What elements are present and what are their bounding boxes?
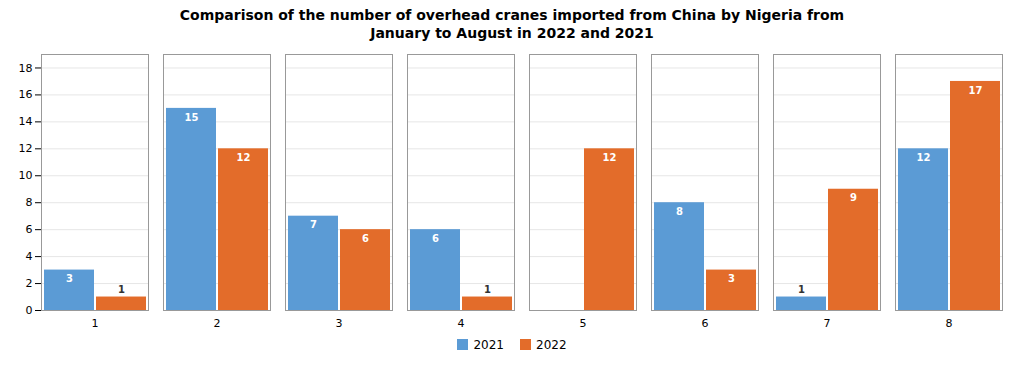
svg-text:8: 8 [676,206,683,217]
svg-text:3: 3 [336,317,343,330]
svg-text:3: 3 [66,273,73,284]
svg-text:15: 15 [185,112,199,123]
svg-text:8: 8 [26,196,33,209]
svg-text:0: 0 [26,304,33,317]
svg-text:14: 14 [19,115,33,128]
html-text:2022: 2022 [536,338,567,352]
svg-text:2: 2 [214,317,221,330]
svg-text:10: 10 [19,169,33,182]
html-text:Comparison of the number of ov: Comparison of the number of overhead cra… [179,7,845,41]
svg-text:12: 12 [19,142,33,155]
svg-text:6: 6 [702,317,709,330]
svg-text:1: 1 [798,284,805,295]
svg-text:9: 9 [850,192,857,203]
svg-text:16: 16 [19,88,33,101]
svg-text:12: 12 [237,152,251,163]
svg-text:4: 4 [458,317,465,330]
svg-text:17: 17 [969,85,983,96]
svg-text:18: 18 [19,61,33,74]
svg-text:7: 7 [310,219,317,230]
svg-text:7: 7 [824,317,831,330]
svg-text:6: 6 [26,223,33,236]
svg-text:3: 3 [728,273,735,284]
svg-text:6: 6 [432,233,439,244]
svg-text:1: 1 [484,284,491,295]
svg-text:1: 1 [118,284,125,295]
svg-text:5: 5 [580,317,587,330]
svg-text:1: 1 [92,317,99,330]
svg-text:12: 12 [917,152,931,163]
svg-text:6: 6 [362,233,369,244]
svg-text:12: 12 [603,152,617,163]
svg-text:8: 8 [946,317,953,330]
svg-text:4: 4 [26,250,33,263]
svg-text:2: 2 [26,277,33,290]
html-text:2021: 2021 [473,338,504,352]
